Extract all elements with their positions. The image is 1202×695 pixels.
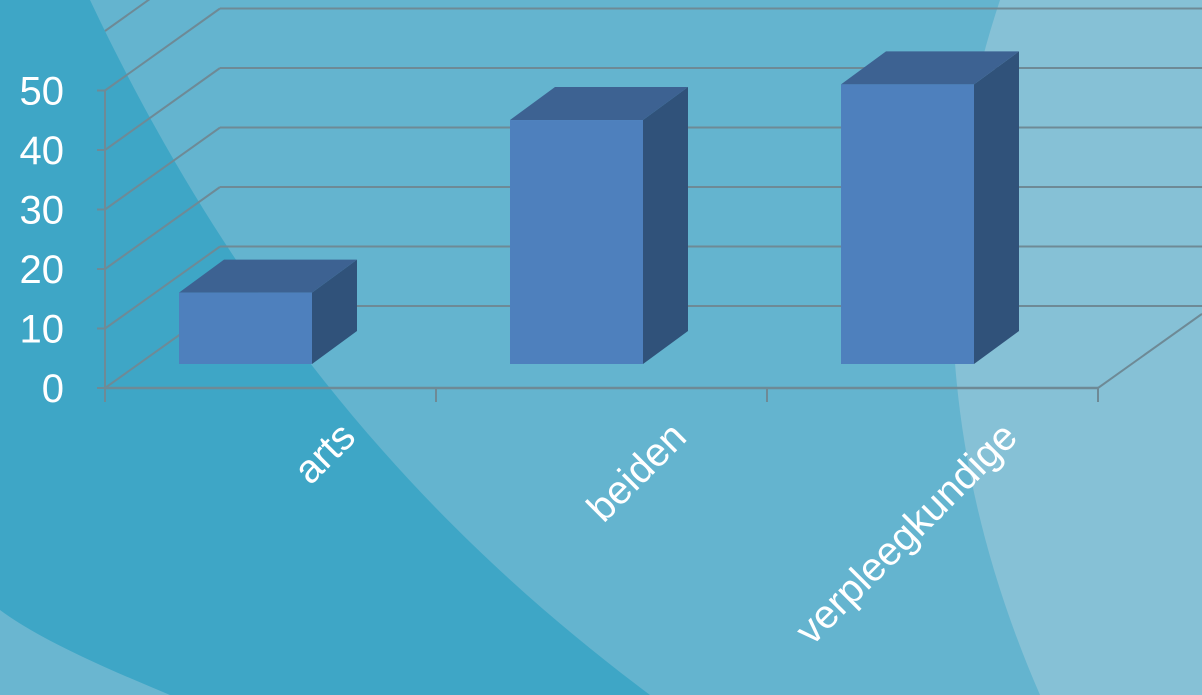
axes [97, 89, 1202, 402]
bar-verpleegkundige [841, 51, 1019, 364]
bars [179, 51, 1019, 365]
y-tick-label: 10 [20, 308, 65, 352]
bar-arts [179, 259, 357, 364]
y-tick-label: 50 [20, 70, 65, 114]
gridline-side [104, 67, 221, 151]
bar-side [974, 51, 1019, 364]
gridlines [104, 0, 1202, 389]
gridline-side [104, 245, 221, 330]
bar-side [312, 259, 357, 364]
y-tick-label: 0 [42, 367, 64, 411]
bar-front [841, 84, 974, 364]
bar-beiden [510, 87, 688, 365]
y-axis-tick-labels: 0 10 20 30 40 50 [20, 70, 65, 412]
bar-top [841, 51, 1019, 85]
gridline-side [104, 0, 151, 32]
gridline-side [104, 186, 221, 270]
y-tick-label: 40 [20, 129, 65, 173]
y-tick-label: 30 [20, 189, 65, 233]
floor-right-edge [1097, 313, 1202, 389]
bar-side [643, 87, 688, 365]
background-swoosh-bottom [0, 610, 170, 695]
bar-top [179, 259, 357, 293]
background-swoosh-dark [0, 0, 650, 695]
gridline-side [104, 126, 221, 211]
bar-front [179, 292, 312, 364]
gridline-side [104, 7, 221, 92]
x-tick-label: beiden [579, 414, 695, 530]
bar-top [510, 87, 688, 121]
bar-front [510, 120, 643, 364]
y-tick-label: 20 [20, 248, 65, 292]
